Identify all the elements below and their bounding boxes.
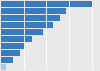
Bar bbox=[1, 15, 60, 21]
Bar bbox=[1, 64, 6, 70]
Bar bbox=[1, 50, 20, 56]
Bar bbox=[1, 1, 92, 7]
Bar bbox=[1, 43, 26, 49]
Bar bbox=[1, 36, 32, 42]
Bar bbox=[1, 29, 43, 35]
Bar bbox=[1, 22, 53, 28]
Bar bbox=[1, 57, 13, 63]
Bar bbox=[1, 8, 66, 14]
